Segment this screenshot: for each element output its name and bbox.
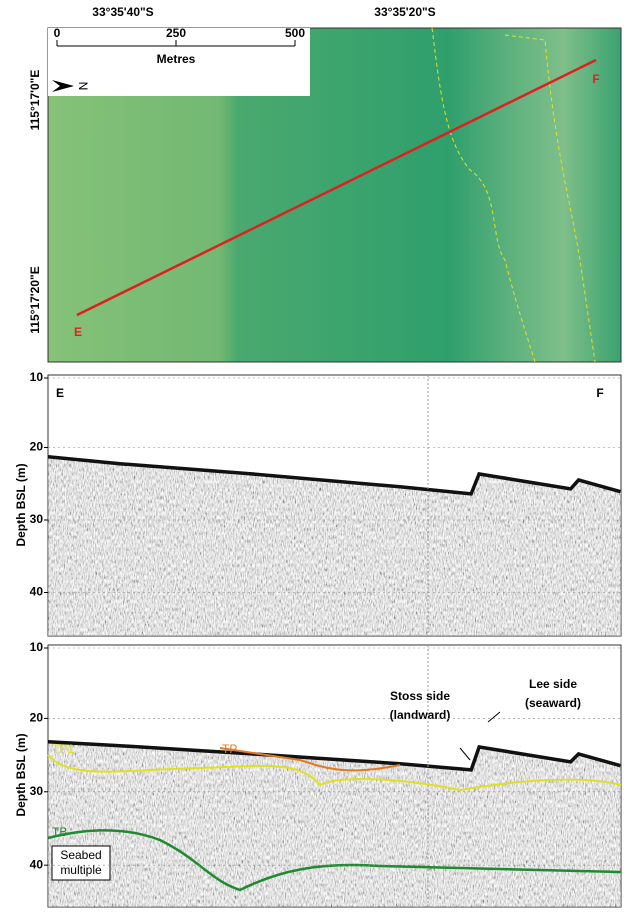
y-tick-label: 40 [30, 857, 44, 871]
lat-label: 115°17'20"E [28, 266, 42, 333]
annotation: Seabed [60, 848, 101, 862]
annotation: Stoss side [390, 689, 450, 703]
annotation: (landward) [390, 708, 451, 722]
y-tick-label: 30 [30, 512, 44, 526]
lon-label: 33°35'20"S [374, 5, 435, 19]
y-tick-label: 20 [30, 440, 44, 454]
point-label: E [74, 325, 82, 339]
axis-label: Depth BSL (m) [14, 463, 28, 546]
point-label: F [592, 72, 599, 86]
annotation: TP [222, 742, 237, 756]
annotation: Lee side [529, 677, 577, 691]
lat-label: 115°17'0"E [28, 70, 42, 131]
north-label: N [76, 82, 90, 91]
lon-label: 33°35'40"S [92, 5, 153, 19]
map-panel: Metres N 33°35'40"S 33°35'20"S 115°17'0"… [28, 5, 622, 363]
y-tick-label: 40 [30, 585, 44, 599]
scale-label: 250 [166, 26, 186, 40]
y-tick-label: 20 [30, 711, 44, 725]
axis-label: Depth BSL (m) [14, 733, 28, 816]
point-label: E [56, 386, 64, 400]
scale-label: 0 [54, 26, 61, 40]
profile-panel: Stoss side (landward) Lee side (seaward)… [14, 644, 622, 908]
annotation: TB [52, 825, 67, 839]
annotation: multiple [60, 863, 102, 877]
scale-label: 500 [285, 26, 305, 40]
y-tick-label: 10 [30, 640, 44, 654]
scale-unit: Metres [157, 52, 196, 66]
y-tick-label: 30 [30, 784, 44, 798]
profile-panel: E F Depth BSL (m) [14, 374, 622, 637]
annotation: (seaward) [525, 696, 581, 710]
y-tick-label: 10 [30, 370, 44, 384]
annotation: TP1 [52, 742, 74, 756]
point-label: F [596, 386, 603, 400]
